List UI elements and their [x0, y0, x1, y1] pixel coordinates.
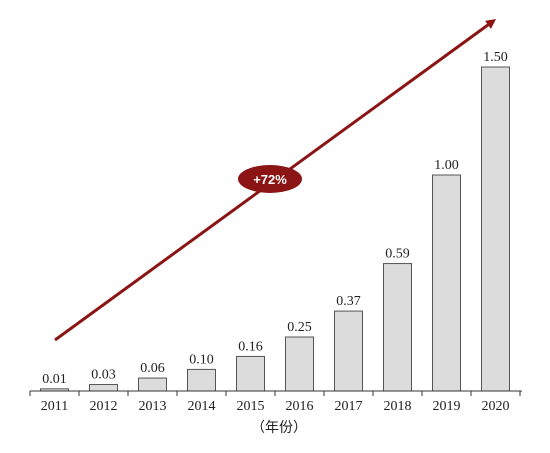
bar-2017 [334, 310, 363, 392]
bar-2013 [138, 377, 167, 392]
value-label-2012: 0.03 [91, 368, 116, 383]
value-label-2011: 0.01 [42, 372, 67, 387]
value-label-2015: 0.16 [238, 339, 263, 354]
x-tick-label-2013: 2013 [139, 399, 167, 414]
bar-2014 [187, 368, 216, 392]
x-tick-label-2019: 2019 [433, 399, 461, 414]
x-tick-label-2017: 2017 [335, 399, 363, 414]
value-label-2019: 1.00 [434, 158, 459, 173]
value-label-2017: 0.37 [336, 294, 361, 309]
value-label-2014: 0.10 [189, 352, 214, 367]
bars-group [40, 66, 510, 392]
bar-2016 [285, 336, 314, 392]
bar-2012 [89, 384, 118, 392]
value-label-2013: 0.06 [140, 361, 165, 376]
bar-2019 [432, 174, 461, 392]
x-tick-label-2011: 2011 [41, 399, 68, 414]
bar-2018 [383, 263, 412, 392]
bar-2020 [481, 66, 510, 392]
x-axis-tickmarks [29, 391, 521, 396]
x-tick-label-2016: 2016 [286, 399, 314, 414]
value-label-2018: 0.59 [385, 247, 410, 262]
x-tick-labels-group: 2011 2012 2013 2014 2015 2016 2017 2018 2019 2020 [41, 399, 510, 414]
bar-2015 [236, 355, 265, 392]
x-tick-label-2015: 2015 [237, 399, 265, 414]
value-label-2020: 1.50 [483, 50, 508, 65]
x-tick-label-2012: 2012 [90, 399, 118, 414]
value-labels-group: 0.01 0.03 0.06 0.10 0.16 0.25 0.37 0.59 1.00 1.50 [42, 50, 508, 387]
growth-badge-label: +72% [253, 172, 287, 187]
value-label-2016: 0.25 [287, 320, 312, 335]
growth-badge: +72% [238, 165, 302, 193]
x-axis-title: （年份） [251, 420, 307, 436]
x-tick-label-2020: 2020 [482, 399, 510, 414]
x-tick-label-2018: 2018 [384, 399, 412, 414]
x-tick-label-2014: 2014 [188, 399, 216, 414]
growth-badge-ellipse [238, 165, 302, 193]
